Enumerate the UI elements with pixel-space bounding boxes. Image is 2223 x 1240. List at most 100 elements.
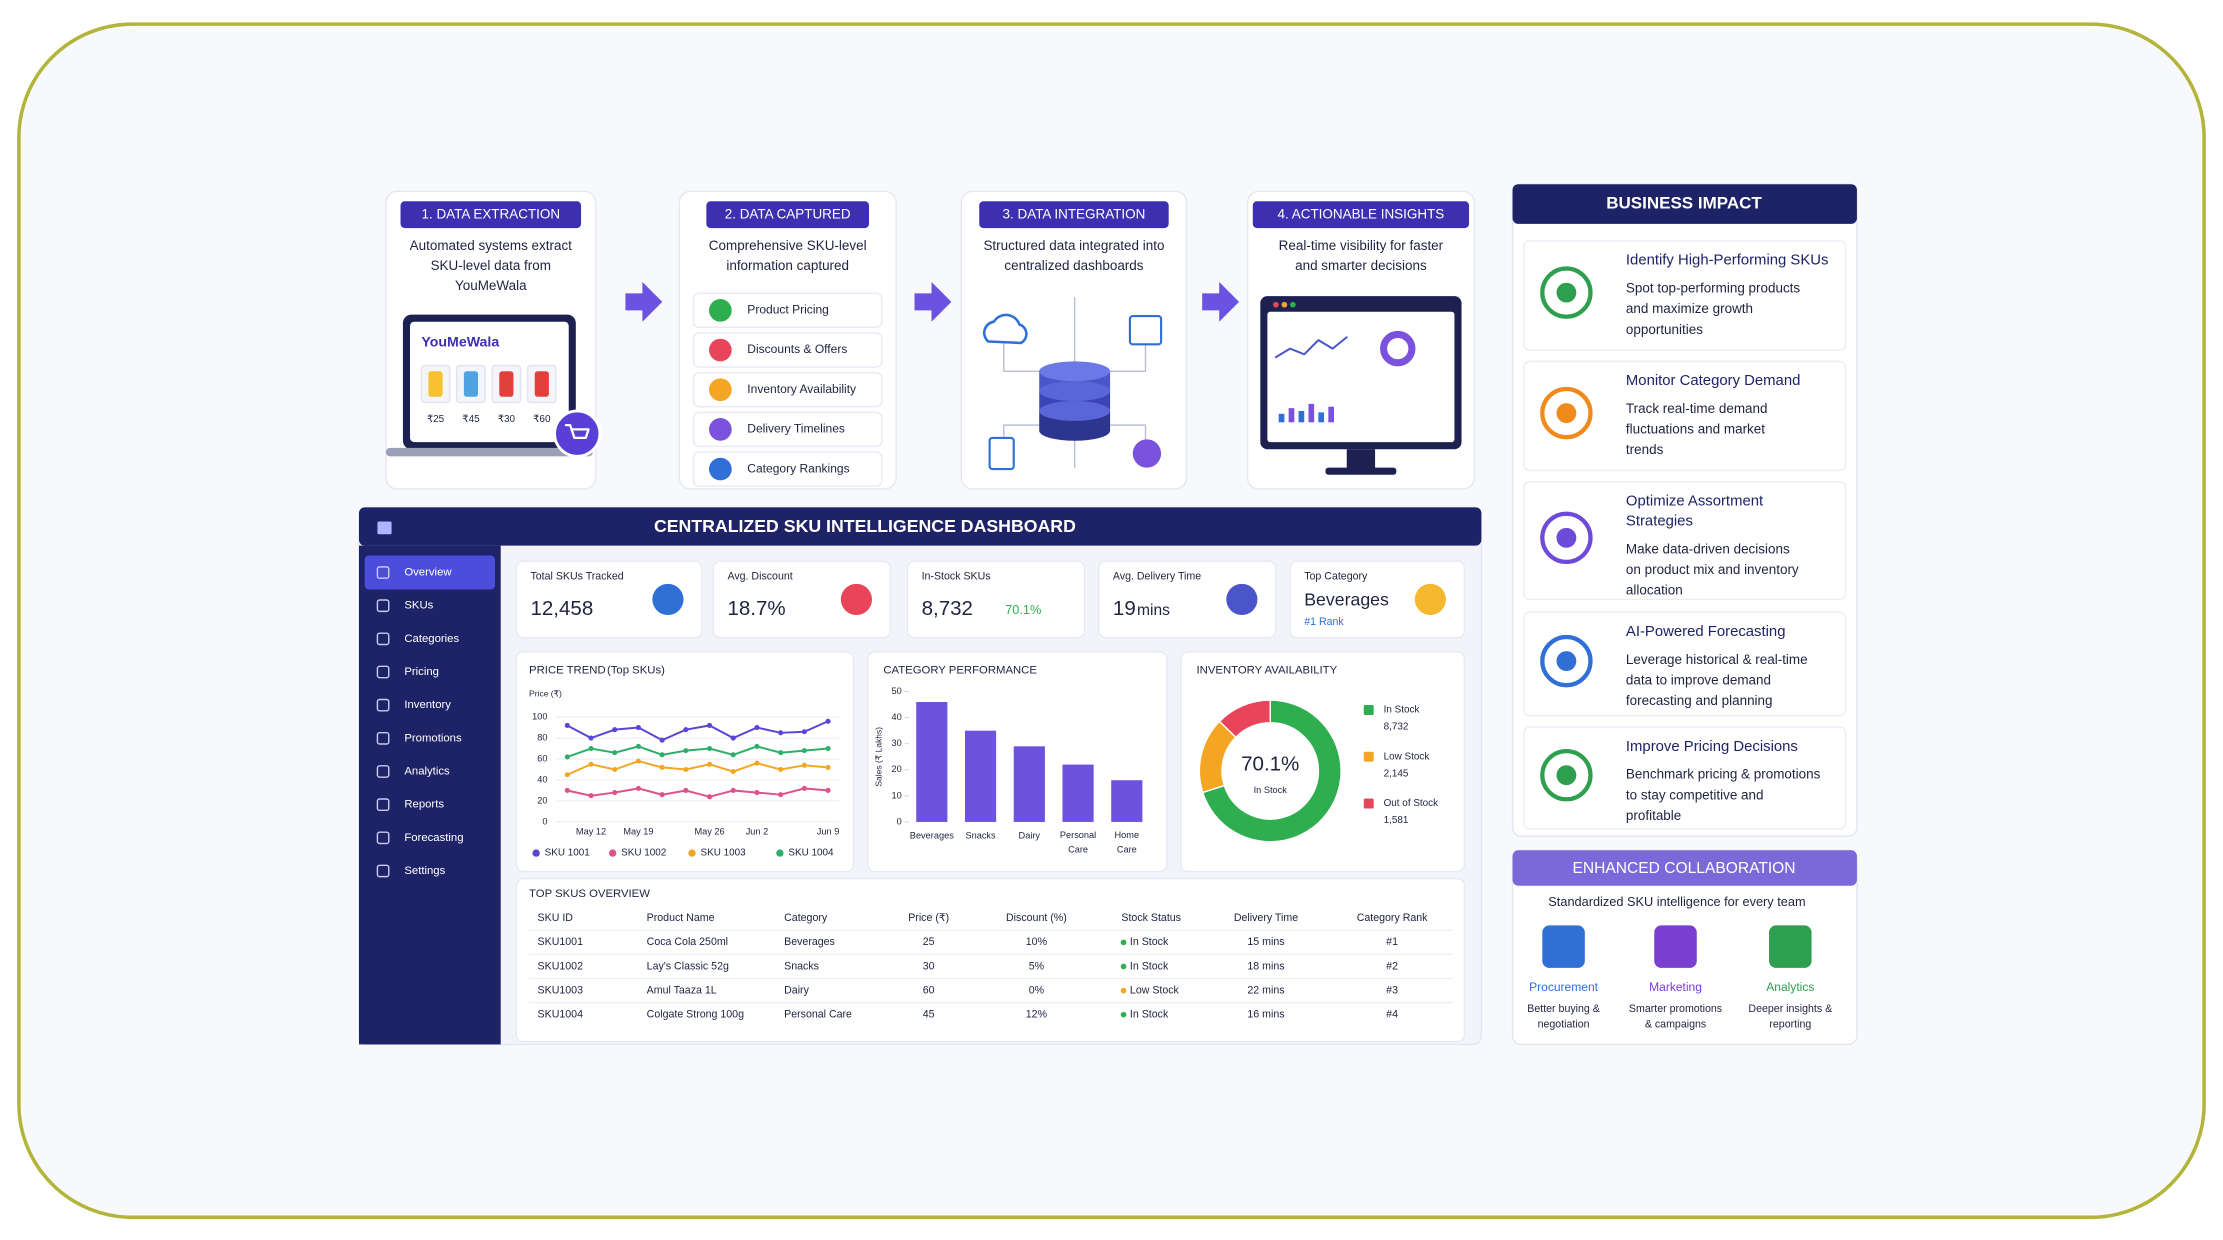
field-label: Product Pricing: [747, 303, 829, 317]
nav-item[interactable]: Forecasting: [404, 832, 463, 844]
y-tick-label: 50: [892, 686, 902, 696]
y-axis-label: Sales (₹ Lakhs): [873, 727, 883, 787]
data-point: [564, 787, 570, 794]
table-header: Discount (%): [1006, 912, 1067, 924]
nav-icon: [376, 665, 390, 679]
window-dot: [1290, 301, 1296, 308]
legend-label: SKU 1001: [545, 848, 591, 859]
nav-item[interactable]: SKUs: [404, 600, 433, 612]
kpi-value: 12,458: [530, 597, 593, 620]
impact-item-description: Make data-driven decisions: [1626, 541, 1790, 556]
impact-item-description: Track real-time demand: [1626, 401, 1768, 416]
x-tick-label: May 26: [694, 826, 724, 836]
data-point: [612, 750, 618, 756]
impact-icon: [1540, 511, 1593, 565]
kpi-icon: [1226, 583, 1258, 616]
dashboard-logo: [377, 521, 392, 535]
table-cell: In Stock: [1130, 1008, 1169, 1020]
window-dot: [1273, 301, 1279, 308]
y-tick-label: 10: [892, 790, 902, 800]
product-pack: [463, 371, 479, 397]
legend-swatch: [532, 849, 540, 857]
nav-item[interactable]: Categories: [404, 633, 459, 645]
x-tick-label: Beverages: [910, 831, 954, 841]
data-point: [564, 722, 570, 729]
data-point: [659, 764, 665, 770]
nav-item[interactable]: Reports: [404, 799, 444, 811]
field-row: [692, 292, 883, 329]
dashboard-header: [358, 507, 1482, 546]
data-point: [754, 790, 760, 796]
field-label: Discounts & Offers: [747, 342, 847, 356]
legend-label: Out of Stock: [1384, 798, 1439, 809]
step-badge: [706, 201, 870, 229]
monitor-screen: [1267, 311, 1455, 443]
impact-item-description: on product mix and inventory: [1626, 562, 1799, 577]
step-badge-label: 1. DATA EXTRACTION: [422, 206, 561, 221]
x-tick-label: Snacks: [965, 831, 996, 841]
series-line: [567, 787, 829, 798]
table-cell: SKU1003: [538, 984, 584, 996]
kpi-card: [1289, 560, 1466, 639]
impact-icon-core: [1556, 282, 1577, 303]
data-point: [564, 754, 570, 760]
nav-item[interactable]: Analytics: [404, 765, 450, 777]
table-header: SKU ID: [538, 912, 574, 924]
nav-item[interactable]: Promotions: [404, 732, 462, 744]
kpi-icon: [652, 583, 684, 616]
data-point: [612, 790, 618, 796]
status-dot: [1120, 987, 1127, 994]
step-badge: [1252, 201, 1470, 229]
flow-arrow: [1202, 282, 1240, 322]
db-bottom: [1039, 420, 1111, 441]
nav-icon: [376, 698, 390, 712]
data-point: [612, 727, 618, 733]
impact-item-description: and maximize growth: [1626, 301, 1753, 316]
field-icon: [709, 378, 732, 402]
step-badge-label: 4. ACTIONABLE INSIGHTS: [1278, 206, 1445, 221]
bar: [1111, 780, 1143, 822]
impact-card: [1523, 611, 1847, 717]
kpi-label: In-Stock SKUs: [922, 571, 991, 583]
impact-item-description: Leverage historical & real-time: [1626, 652, 1808, 667]
status-dot: [1120, 963, 1127, 970]
data-point: [659, 737, 665, 743]
pie-center-label: 70.1%: [1241, 753, 1299, 776]
nav-icon: [376, 798, 390, 812]
kpi-icon: [1414, 583, 1446, 616]
step-description: Automated systems extract: [410, 238, 573, 253]
nav-item[interactable]: Inventory: [404, 699, 451, 711]
y-tick-label: 100: [532, 712, 547, 722]
team-description: & campaigns: [1645, 1018, 1706, 1030]
chart-icon: [1128, 314, 1163, 346]
table-header: Price (₹): [908, 912, 949, 924]
impact-item-description: data to improve demand: [1626, 672, 1771, 687]
table-cell: In Stock: [1130, 960, 1169, 972]
kpi-value: 8,732: [922, 597, 973, 620]
nav-item[interactable]: Overview: [404, 567, 452, 579]
impact-item-title: Strategies: [1626, 513, 1693, 529]
y-tick-label: 30: [892, 738, 902, 748]
field-row: [692, 332, 883, 368]
nav-item[interactable]: Pricing: [404, 666, 439, 678]
data-point: [730, 752, 736, 758]
status-dot: [1120, 1011, 1127, 1018]
monitor-bar: [1298, 410, 1305, 423]
y-tick-label: 0: [542, 816, 547, 826]
data-point: [801, 748, 807, 754]
bar: [964, 730, 997, 822]
data-point: [754, 743, 760, 749]
y-tick-label: 20: [537, 795, 547, 805]
step-description: YouMeWala: [455, 278, 527, 293]
table-title: TOP SKUS OVERVIEW: [529, 888, 650, 900]
step-description: and smarter decisions: [1295, 258, 1427, 273]
table-header: Delivery Time: [1234, 912, 1298, 924]
nav-icon: [376, 632, 390, 646]
table-cell: 60: [923, 984, 935, 996]
legend-value: 8,732: [1384, 722, 1409, 733]
y-tick-label: 20: [892, 764, 902, 774]
team-icon: [1769, 925, 1812, 968]
nav-item[interactable]: Settings: [404, 865, 445, 877]
table-cell: Personal Care: [784, 1008, 852, 1020]
